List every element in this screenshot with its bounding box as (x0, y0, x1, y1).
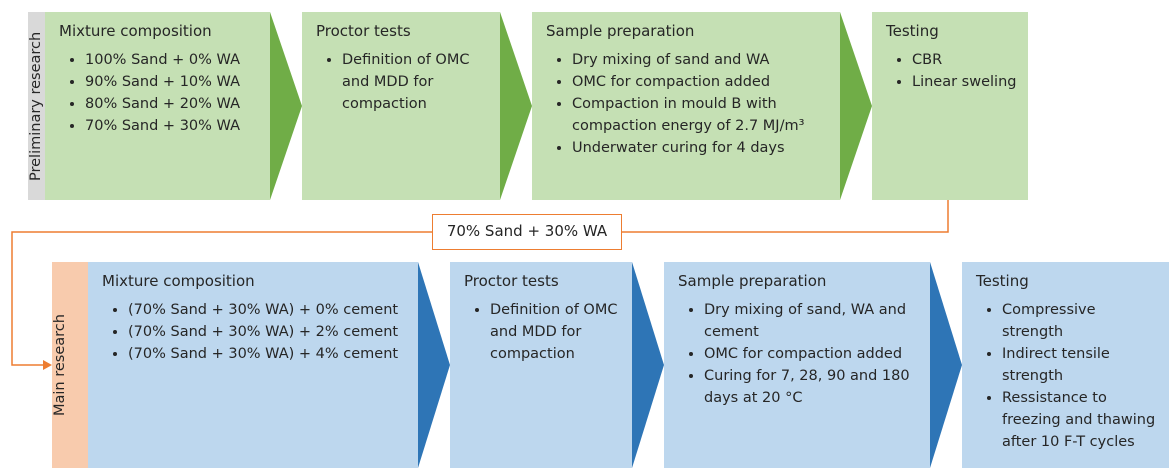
bullet-item: (70% Sand + 30% WA) + 4% cement (128, 343, 408, 365)
step-title: Sample preparation (546, 22, 695, 40)
step-box: Testing CBRLinear sweling (872, 12, 1028, 200)
bullet-list: 100% Sand + 0% WA90% Sand + 10% WA80% Sa… (59, 49, 260, 137)
blue-arrows (418, 262, 962, 468)
step-title: Proctor tests (464, 272, 559, 290)
bullet-item: 70% Sand + 30% WA (85, 115, 260, 137)
bullet-item: Ressistance to freezing and thawing afte… (1002, 387, 1159, 453)
bullet-item: OMC for compaction added (572, 71, 830, 93)
step-title: Sample preparation (678, 272, 827, 290)
bullet-item: Indirect tensile strength (1002, 343, 1159, 387)
connector-label: 70% Sand + 30% WA (432, 214, 622, 250)
bullet-item: Compaction in mould B with compaction en… (572, 93, 830, 137)
step-box: Sample preparation Dry mixing of sand, WA… (664, 262, 930, 468)
bullet-item: Linear sweling (912, 71, 1018, 93)
step-title: Proctor tests (316, 22, 411, 40)
bullet-item: OMC for compaction added (704, 343, 920, 365)
bullet-item: Underwater curing for 4 days (572, 137, 830, 159)
step-box: Mixture composition (70% Sand + 30% WA) +… (88, 262, 418, 468)
bullet-item: CBR (912, 49, 1018, 71)
step-title: Mixture composition (59, 22, 212, 40)
bullet-list: Dry mixing of sand and WAOMC for compact… (546, 49, 830, 159)
bullet-item: Compressive strength (1002, 299, 1159, 343)
bullet-item: Definition of OMC and MDD for compaction (342, 49, 490, 115)
bullet-list: CBRLinear sweling (886, 49, 1018, 93)
bullet-list: Dry mixing of sand, WA and cementOMC for… (678, 299, 920, 409)
connector-arrowhead (43, 360, 52, 370)
bullet-item: Definition of OMC and MDD for compaction (490, 299, 622, 365)
step-box: Proctor tests Definition of OMC and MDD f… (302, 12, 500, 200)
bullet-item: (70% Sand + 30% WA) + 2% cement (128, 321, 408, 343)
bullet-list: Definition of OMC and MDD for compaction (464, 299, 622, 365)
bullet-item: Dry mixing of sand, WA and cement (704, 299, 920, 343)
step-title: Testing (976, 272, 1029, 290)
bullet-item: (70% Sand + 30% WA) + 0% cement (128, 299, 408, 321)
bullet-item: 90% Sand + 10% WA (85, 71, 260, 93)
row-label: Main research (52, 262, 88, 468)
step-box: Mixture composition 100% Sand + 0% WA90% … (45, 12, 270, 200)
connector-line (11, 231, 432, 366)
step-box: Sample preparation Dry mixing of sand and… (532, 12, 840, 200)
bullet-list: Compressive strengthIndirect tensile str… (976, 299, 1159, 453)
step-box: Proctor tests Definition of OMC and MDD f… (450, 262, 632, 468)
bullet-item: 100% Sand + 0% WA (85, 49, 260, 71)
bullet-item: Curing for 7, 28, 90 and 180 days at 20 … (704, 365, 920, 409)
step-title: Testing (886, 22, 939, 40)
bullet-item: 80% Sand + 20% WA (85, 93, 260, 115)
row-label: Preliminary research (28, 12, 45, 200)
step-title: Mixture composition (102, 272, 255, 290)
green-arrows (270, 12, 872, 200)
bullet-list: (70% Sand + 30% WA) + 0% cement(70% Sand… (102, 299, 408, 365)
connector-line (622, 200, 949, 233)
bullet-list: Definition of OMC and MDD for compaction (316, 49, 490, 115)
step-box: Testing Compressive strengthIndirect tens… (962, 262, 1169, 468)
bullet-item: Dry mixing of sand and WA (572, 49, 830, 71)
